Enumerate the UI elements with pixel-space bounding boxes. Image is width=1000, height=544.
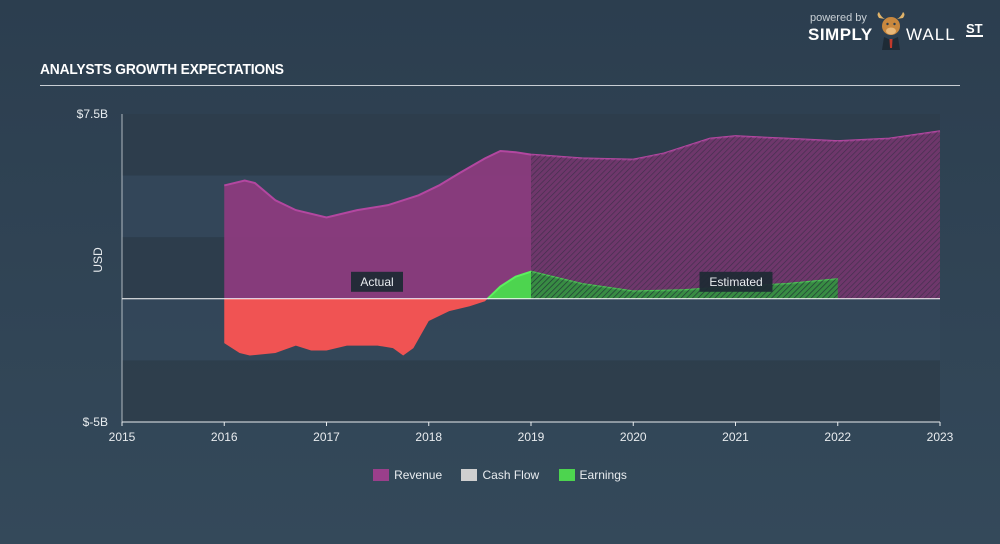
y-tick-label-bottom: $-5B (83, 415, 108, 429)
estimated-overlay (531, 131, 940, 299)
series-areas (224, 130, 941, 356)
x-tick-label: 2023 (927, 430, 954, 444)
annotations: Actual Estimated (351, 271, 773, 292)
axes: 2015 2016 2017 2018 2019 2020 2021 2022 2023 $7.5… (77, 107, 954, 444)
y-tick-label-top: $7.5B (77, 107, 108, 121)
x-tick-label: 2022 (824, 430, 851, 444)
annotation-actual-bg (351, 271, 403, 292)
legend-swatch-cash-flow (461, 469, 478, 481)
legend-item-earnings[interactable]: Earnings (558, 468, 627, 482)
x-tick-label: 2016 (211, 430, 238, 444)
brand-wall: WALL (906, 25, 956, 44)
x-tick-label: 2018 (415, 430, 442, 444)
brand-st: ST (966, 21, 983, 37)
annotation-actual: Actual (360, 275, 393, 289)
simply-wall-st-logo[interactable]: powered by SIMPLY WALL ST (806, 12, 988, 52)
legend-label-cash-flow: Cash Flow (482, 468, 540, 482)
legend-item-cash-flow[interactable]: Cash Flow (461, 468, 539, 482)
x-tick-label: 2020 (620, 430, 647, 444)
legend: Revenue Cash Flow Earnings (0, 468, 1000, 484)
brand-powered-by: powered by (810, 12, 867, 24)
earnings-negative-area (224, 298, 488, 356)
x-tick-label: 2015 (109, 430, 136, 444)
x-tick-label: 2017 (313, 430, 340, 444)
grid-band (122, 360, 940, 422)
bull-logo-icon (877, 12, 905, 50)
legend-swatch-earnings (558, 469, 575, 481)
annotation-estimated-bg (699, 271, 773, 292)
legend-label-revenue: Revenue (394, 468, 443, 482)
annotation-estimated: Estimated (709, 275, 762, 289)
y-axis-label: USD (91, 247, 105, 273)
title-divider (40, 85, 960, 86)
legend-label-earnings: Earnings (579, 468, 627, 482)
legend-item-revenue[interactable]: Revenue (373, 468, 442, 482)
x-tick-label: 2021 (722, 430, 749, 444)
brand-simply: SIMPLY (808, 25, 873, 44)
x-tick-label: 2019 (518, 430, 545, 444)
legend-swatch-revenue (373, 469, 390, 481)
chart-title: ANALYSTS GROWTH EXPECTATIONS (40, 61, 284, 78)
